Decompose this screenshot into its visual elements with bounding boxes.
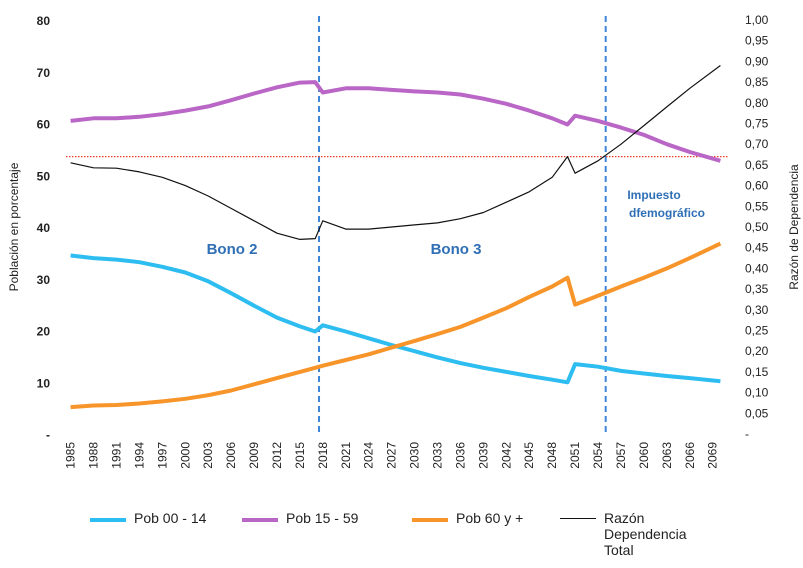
x-tick-label: 2027 — [385, 442, 399, 469]
x-tick-label: 1991 — [109, 442, 123, 469]
y2-tick-label: 0,30 — [745, 303, 769, 317]
y2-tick-label: 0,35 — [745, 282, 769, 296]
y-axis-label: Población en porcentaje — [7, 162, 21, 291]
y2-tick-label: 0,55 — [745, 199, 769, 213]
x-tick-label: 2045 — [522, 442, 536, 469]
y-tick-label: 10 — [37, 376, 51, 390]
y-tick-label: 70 — [37, 66, 51, 80]
x-tick-label: 2042 — [499, 442, 513, 469]
x-tick-label: 2009 — [247, 442, 261, 469]
series-line — [70, 65, 721, 240]
y2-tick-label: 0,15 — [745, 365, 769, 379]
chart: Población en porcentaje Razón de Depende… — [7, 13, 801, 469]
x-tick-label: 2048 — [545, 442, 559, 469]
x-tick-label: 2063 — [660, 442, 674, 469]
y2-tick-label: 0,70 — [745, 137, 769, 151]
y2-tick-label: 1,00 — [745, 13, 769, 27]
x-tick-label: 2069 — [706, 442, 720, 469]
x-tick-label: 2003 — [201, 442, 215, 469]
annotation: Bono 3 — [431, 241, 482, 258]
legend: Pob 00 - 14 Pob 15 - 59 Pob 60 y + Razón De… — [90, 510, 790, 568]
legend-swatch — [90, 518, 126, 522]
y-tick-label: 40 — [37, 221, 51, 235]
y2-tick-label: 0,90 — [745, 54, 769, 68]
y2-tick-label: 0,05 — [745, 406, 769, 420]
legend-label: Pob 60 y + — [456, 510, 524, 526]
y-tick-label: 20 — [37, 325, 51, 339]
legend-label: Razón Dependencia Total — [604, 510, 687, 558]
annotation: dfemográfico — [629, 206, 705, 220]
y2-tick-label: 0,80 — [745, 96, 769, 110]
y2-tick-label: 0,75 — [745, 117, 769, 131]
legend-item: Pob 60 y + — [412, 510, 523, 526]
x-tick-label: 1988 — [87, 442, 101, 469]
y2-tick-label: 0,95 — [745, 34, 769, 48]
x-tick-label: 1997 — [155, 442, 169, 469]
x-tick-label: 2030 — [408, 442, 422, 469]
x-tick-label: 2036 — [453, 442, 467, 469]
y2-axis-label: Razón de Dependencia — [787, 164, 801, 290]
y2-tick-label: 0,60 — [745, 179, 769, 193]
legend-label: Pob 00 - 14 — [134, 510, 207, 526]
y2-tick-label: - — [745, 427, 749, 441]
x-tick-label: 2015 — [293, 442, 307, 469]
x-tick-label: 1985 — [64, 442, 78, 469]
y2-tick-label: 0,85 — [745, 75, 769, 89]
x-tick-label: 2000 — [178, 442, 192, 469]
y-tick-label: - — [46, 428, 50, 442]
y-tick-label: 80 — [37, 14, 51, 28]
series-line — [70, 80, 721, 163]
y2-tick-label: 0,25 — [745, 324, 769, 338]
legend-swatch — [412, 518, 448, 522]
x-tick-label: 2060 — [637, 442, 651, 469]
x-tick-label: 2018 — [316, 442, 330, 469]
x-tick-label: 2039 — [476, 442, 490, 469]
legend-item: Pob 00 - 14 — [90, 510, 206, 526]
x-tick-label: 2054 — [591, 442, 605, 469]
x-tick-label: 2024 — [362, 442, 376, 469]
annotation: Impuesto — [627, 188, 680, 202]
legend-swatch — [560, 518, 596, 520]
y2-tick-label: 0,45 — [745, 241, 769, 255]
x-tick-label: 2066 — [683, 442, 697, 469]
y2-tick-label: 0,50 — [745, 220, 769, 234]
legend-swatch — [242, 518, 278, 522]
y-tick-label: 50 — [37, 169, 51, 183]
series-line — [70, 241, 722, 410]
x-tick-label: 1994 — [132, 442, 146, 469]
y-tick-label: 60 — [37, 118, 51, 132]
y2-tick-label: 0,10 — [745, 386, 769, 400]
annotation: Bono 2 — [207, 241, 258, 258]
y2-tick-label: 0,65 — [745, 158, 769, 172]
y2-tick-label: 0,40 — [745, 261, 769, 275]
x-tick-label: 2021 — [339, 442, 353, 469]
x-tick-label: 2051 — [568, 442, 582, 469]
x-tick-label: 2057 — [614, 442, 628, 469]
y2-tick-label: 0,20 — [745, 344, 769, 358]
legend-item: Pob 15 - 59 — [242, 510, 358, 526]
legend-label: Pob 15 - 59 — [286, 510, 359, 526]
series-line — [70, 253, 721, 385]
x-tick-label: 2033 — [431, 442, 445, 469]
x-tick-label: 2012 — [270, 442, 284, 469]
legend-item: Razón Dependencia Total — [560, 510, 704, 558]
x-tick-label: 2006 — [224, 442, 238, 469]
y-tick-label: 30 — [37, 273, 51, 287]
